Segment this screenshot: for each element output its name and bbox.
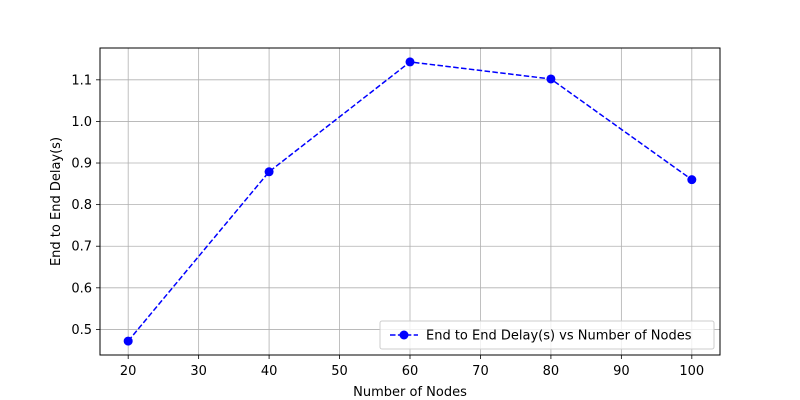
y-tick-label: 1.1 bbox=[71, 73, 92, 88]
x-tick-label: 80 bbox=[543, 364, 560, 379]
x-tick-label: 40 bbox=[261, 364, 278, 379]
data-point bbox=[546, 74, 556, 84]
y-tick-label: 0.7 bbox=[71, 240, 92, 255]
legend-label: End to End Delay(s) vs Number of Nodes bbox=[426, 329, 692, 344]
series-layer bbox=[123, 57, 697, 346]
x-tick-label: 100 bbox=[679, 364, 704, 379]
data-point bbox=[123, 336, 133, 346]
grid bbox=[100, 48, 720, 355]
y-tick-label: 0.5 bbox=[71, 323, 92, 338]
y-tick-label: 0.8 bbox=[71, 198, 92, 213]
data-point bbox=[264, 167, 274, 177]
x-axis-label: Number of Nodes bbox=[353, 385, 467, 400]
data-point bbox=[405, 57, 415, 67]
x-tick-label: 60 bbox=[402, 364, 419, 379]
x-tick-label: 50 bbox=[331, 364, 348, 379]
x-tick-label: 90 bbox=[613, 364, 630, 379]
y-tick-label: 0.9 bbox=[71, 157, 92, 172]
x-tick-label: 20 bbox=[120, 364, 137, 379]
y-tick-label: 1.0 bbox=[71, 115, 92, 130]
y-axis-label: End to End Delay(s) bbox=[49, 137, 64, 266]
x-axis-ticks: 20 30 40 50 60 70 80 90 100 bbox=[120, 355, 704, 379]
legend: End to End Delay(s) vs Number of Nodes bbox=[379, 320, 715, 350]
legend-marker bbox=[399, 330, 409, 340]
y-axis-ticks: 0.5 0.6 0.7 0.8 0.9 1.0 1.1 bbox=[71, 73, 100, 338]
x-tick-label: 30 bbox=[190, 364, 207, 379]
x-tick-label: 70 bbox=[472, 364, 489, 379]
legend-box bbox=[379, 320, 715, 350]
data-point bbox=[687, 175, 697, 185]
y-tick-label: 0.6 bbox=[71, 281, 92, 296]
